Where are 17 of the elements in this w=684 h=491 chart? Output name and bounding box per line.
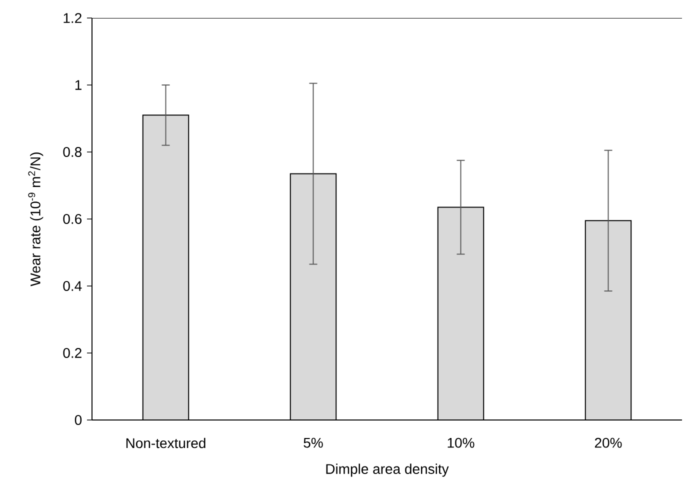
y-tick-label: 1.2: [64, 13, 82, 23]
bar: [584, 220, 632, 420]
x-tick-label: 20%: [594, 438, 622, 448]
y-tick-label: 0.4: [63, 281, 82, 291]
bar: [438, 207, 484, 420]
x-tick-label: 10%: [448, 438, 474, 448]
y-tick-label: 0.6: [63, 214, 82, 224]
y-axis-title: Wear rate (10$^{-9}$ m$^{2}$/N): [28, 152, 44, 286]
x-axis-title: Dimple area density: [326, 464, 449, 477]
y-tick-label: 1: [75, 80, 82, 90]
y-tick-label: 0: [74, 415, 82, 425]
y-tick-label: 0.8: [63, 147, 82, 157]
x-tick-label: Non-textured: [126, 438, 206, 448]
y-tick-label: 0.2: [63, 348, 82, 358]
x-tick-label: 5%: [304, 438, 323, 448]
bar: [290, 174, 336, 420]
bar: [142, 115, 189, 420]
